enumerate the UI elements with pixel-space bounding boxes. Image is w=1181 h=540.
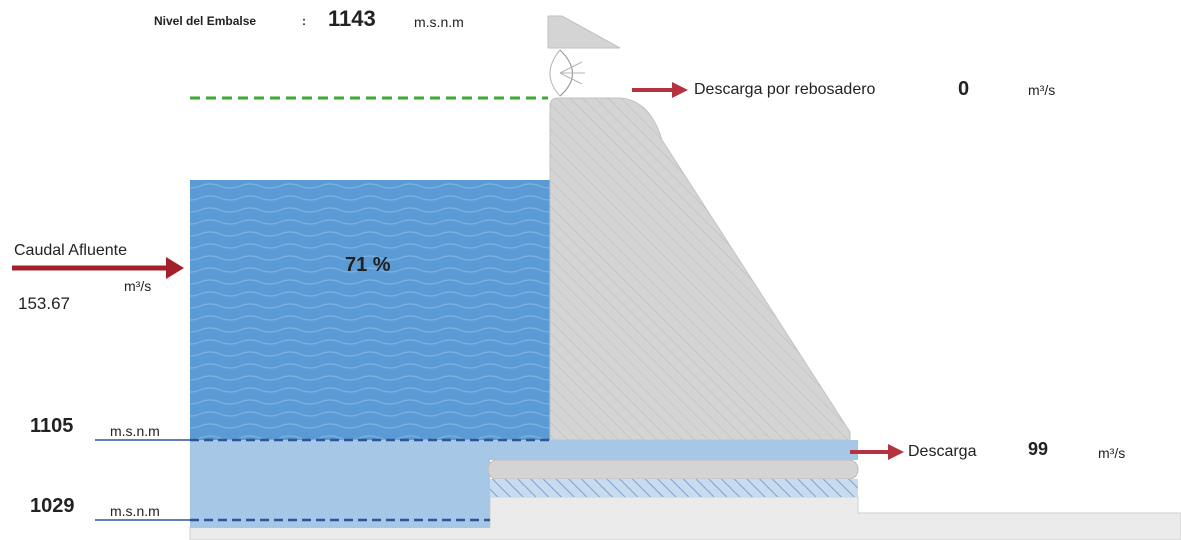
inflow-unit: m³/s xyxy=(124,278,152,294)
inflow-arrow xyxy=(12,257,184,279)
reservoir-level-value: 1143 xyxy=(328,6,376,31)
level-1029-unit: m.s.n.m xyxy=(110,503,160,519)
reservoir-level-label: Nivel del Embalse xyxy=(154,14,257,28)
reservoir-lower-water xyxy=(190,440,490,528)
discharge-label: Descarga xyxy=(908,443,977,460)
level-1105-unit: m.s.n.m xyxy=(110,423,160,439)
spillway-discharge-label: Descarga por rebosadero xyxy=(694,81,876,98)
level-1029-value: 1029 xyxy=(30,495,75,517)
discharge-arrow xyxy=(850,444,904,460)
inflow-label: Caudal Afluente xyxy=(14,242,127,259)
discharge-value: 99 xyxy=(1028,439,1049,459)
level-1105-value: 1105 xyxy=(30,415,74,437)
inflow-value: 153.67 xyxy=(18,294,70,313)
dam-body-hatch xyxy=(550,98,850,440)
spillway-arrow xyxy=(632,82,688,98)
fill-percent: 71 % xyxy=(345,254,391,276)
reservoir-level-separator: : xyxy=(302,14,306,28)
spillway-gate-arc xyxy=(549,49,561,97)
outlet-pipe xyxy=(487,459,859,480)
reservoir-waves xyxy=(190,180,550,440)
reservoir-level-unit: m.s.n.m xyxy=(414,14,464,30)
outlet-conduit-water xyxy=(490,440,858,460)
spillway-cap xyxy=(547,15,621,49)
spillway-gate-line2 xyxy=(559,61,583,74)
discharge-unit: m³/s xyxy=(1098,445,1126,461)
outlet-hatch xyxy=(490,479,858,497)
spillway-discharge-unit: m³/s xyxy=(1028,82,1056,98)
spillway-discharge-value: 0 xyxy=(958,78,970,100)
spillway-gate-line3 xyxy=(559,72,583,85)
